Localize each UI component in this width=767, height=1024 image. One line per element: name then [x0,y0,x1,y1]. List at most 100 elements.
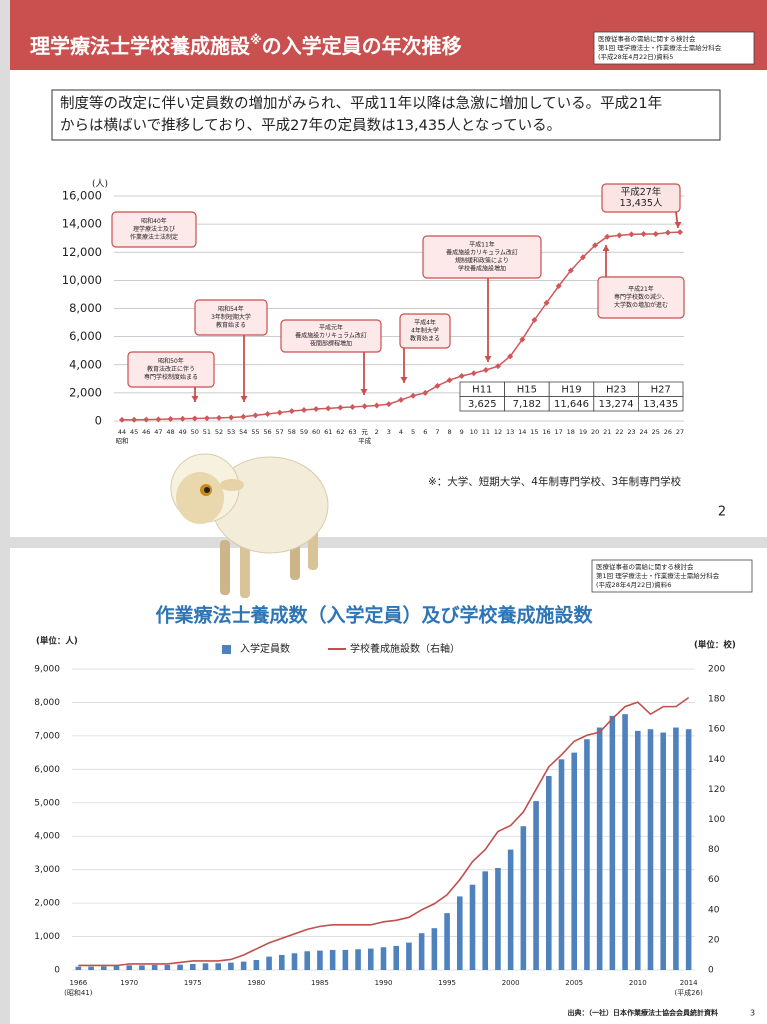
callout-box [127,351,215,388]
x-tick-label: 2010 [629,979,647,987]
legend-label: 学校養成施設数（右軸） [350,642,460,655]
footnote: ※：大学、短期大学、4年制専門学校、3年制専門学校 [428,475,682,488]
sheep-leg [220,540,230,595]
slide-2 [10,548,767,1024]
callout-text: 規制緩和政策により [455,257,509,265]
bar [151,964,158,970]
summary-line: からは横ばいで推移しており、平成27年の定員数は13,435人となっている。 [60,117,561,134]
callout-box [597,276,685,319]
x-tick-label: 45 [130,428,138,436]
source-note-box [593,31,755,65]
source: 出典：（一社）日本作業療法士協会会員統計資料 [568,1008,719,1017]
bar [329,949,336,970]
data-marker [143,416,150,423]
x-tick-label: 62 [336,428,344,436]
y2-tick-label: 200 [708,665,725,675]
title-mark: ※ [250,33,262,47]
x-tick-label: 16 [542,428,550,436]
page-number: 2 [718,505,726,520]
callout-arrowhead [674,222,682,228]
x-tick-label: 1980 [247,979,265,987]
bar [520,826,527,970]
bar [113,965,120,970]
y-unit: (単位：人) [36,636,78,647]
bar [393,945,400,970]
callout-text: 昭和40年 [141,217,167,225]
y-tick-label: 9,000 [34,665,60,675]
data-marker [313,406,320,413]
x-tick-label: 57 [276,428,284,436]
slide-title: 理学療法士学校養成施設※の入学定員の年次推移 [30,33,462,58]
data-marker [119,416,125,423]
title-text-suffix: の入学定員の年次推移 [262,34,462,58]
callout-arrowhead [484,356,492,362]
y-tick-label: 2,000 [69,385,102,399]
data-marker [276,409,283,416]
callout-text: 作業療法士法制定 [130,233,178,241]
data-marker [482,367,489,374]
x-era-label: 昭和 [116,436,129,445]
y-tick-label: 16,000 [62,189,102,203]
table-header: H11 [472,384,492,395]
callout-box [601,183,681,213]
callout-text: 平成元年 [319,324,343,332]
y-tick-label: 0 [54,966,60,976]
data-marker [543,299,550,306]
x-tick-label: 53 [227,428,235,436]
slide-1 [10,0,767,537]
data-marker [446,377,453,384]
x-tick-label: 56 [263,428,271,436]
source-note-line: 医療従事者の需給に関する検討会 [596,562,694,571]
table-header: H27 [651,384,671,395]
callout-text: 教育始まる [216,321,246,329]
callout-text: 平成21年 [628,285,654,293]
legend-swatch [222,645,231,654]
bar [304,951,311,970]
bar [571,752,578,970]
bar [342,949,349,970]
y-tick-label: 14,000 [62,217,102,231]
x-tick-label: 26 [664,428,672,436]
data-marker [264,410,271,417]
data-marker [240,413,247,420]
x-tick-label: 1970 [120,979,138,987]
x-tick-label: 47 [154,428,162,436]
x-tick-label: 19 [579,428,587,436]
y2-tick-label: 120 [708,785,725,795]
x-tick-label: 元 [361,428,368,436]
bar [558,759,565,970]
x-tick-label: 59 [300,428,308,436]
x-tick-label: 63 [348,428,356,436]
data-marker [652,230,659,237]
callout-box [422,235,542,279]
table-value: 7,182 [513,399,542,410]
y-tick-label: 6,000 [69,329,102,343]
data-marker [664,229,671,236]
bar [164,964,171,970]
y-tick-label: 8,000 [69,301,102,315]
source-note-line: (平成28年4月22日)資料6 [596,580,671,589]
data-marker [349,403,356,410]
data-marker [325,405,332,412]
callout-text: 教育法改正に伴う [147,365,195,373]
table-value: 13,435 [643,399,678,410]
data-marker [155,416,162,423]
x-tick-label: 25 [652,428,660,436]
table-header: H23 [606,384,626,395]
data-marker [398,396,404,403]
y2-tick-label: 160 [708,725,725,735]
x-tick-label: 2 [375,428,379,436]
callout-text: 学校養成施設増加 [458,265,506,273]
callout-arrowhead [360,389,368,395]
bar [482,871,489,970]
x-tick-label: 44 [118,428,126,436]
bar [177,964,183,970]
table-value: 11,646 [554,399,589,410]
data-marker [579,254,586,261]
bar [545,776,552,970]
y-tick-label: 3,000 [34,865,60,875]
data-marker [131,416,138,423]
page-number: 3 [750,1009,755,1018]
data-marker [203,415,210,422]
y-tick-label: 4,000 [34,832,60,842]
